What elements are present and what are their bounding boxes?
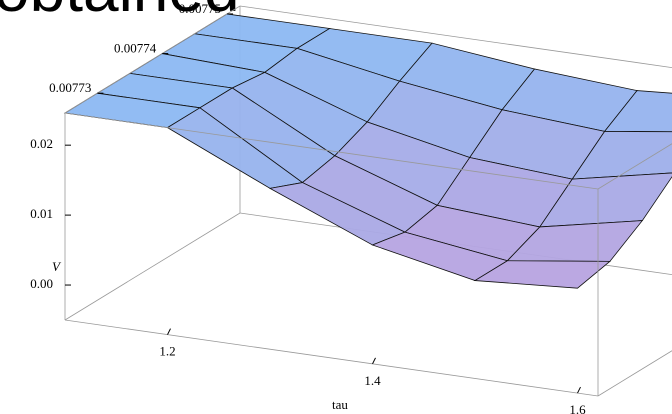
surface-patch bbox=[603, 90, 672, 133]
y-tick-label: 0.00773 bbox=[49, 80, 91, 95]
z-tick-label: 0.01 bbox=[30, 206, 53, 221]
box-edge bbox=[64, 112, 599, 190]
box-edge bbox=[597, 143, 672, 190]
x-tick-label: 1.4 bbox=[364, 373, 381, 388]
y-tick-label: 0.00775 bbox=[179, 1, 221, 16]
x-tick-label: 1.6 bbox=[569, 402, 586, 414]
x-tick bbox=[372, 357, 376, 365]
box-edge bbox=[64, 5, 241, 114]
box-edge bbox=[64, 212, 241, 321]
x-tick-label: 1.2 bbox=[159, 344, 175, 359]
surface-patch bbox=[473, 260, 612, 289]
x-tick bbox=[577, 386, 581, 394]
overlay-text: obtained bbox=[0, 0, 240, 25]
y-tick-label: 0.00774 bbox=[114, 41, 157, 56]
z-tick-label: 0.02 bbox=[30, 136, 53, 151]
z-axis-label: V bbox=[52, 259, 62, 274]
x-tick bbox=[167, 328, 171, 335]
box-edge bbox=[64, 319, 599, 397]
box-edge bbox=[597, 350, 672, 397]
box-edge bbox=[239, 5, 672, 69]
x-axis-label: tau bbox=[332, 397, 348, 412]
z-tick-label: 0.00 bbox=[30, 276, 53, 291]
